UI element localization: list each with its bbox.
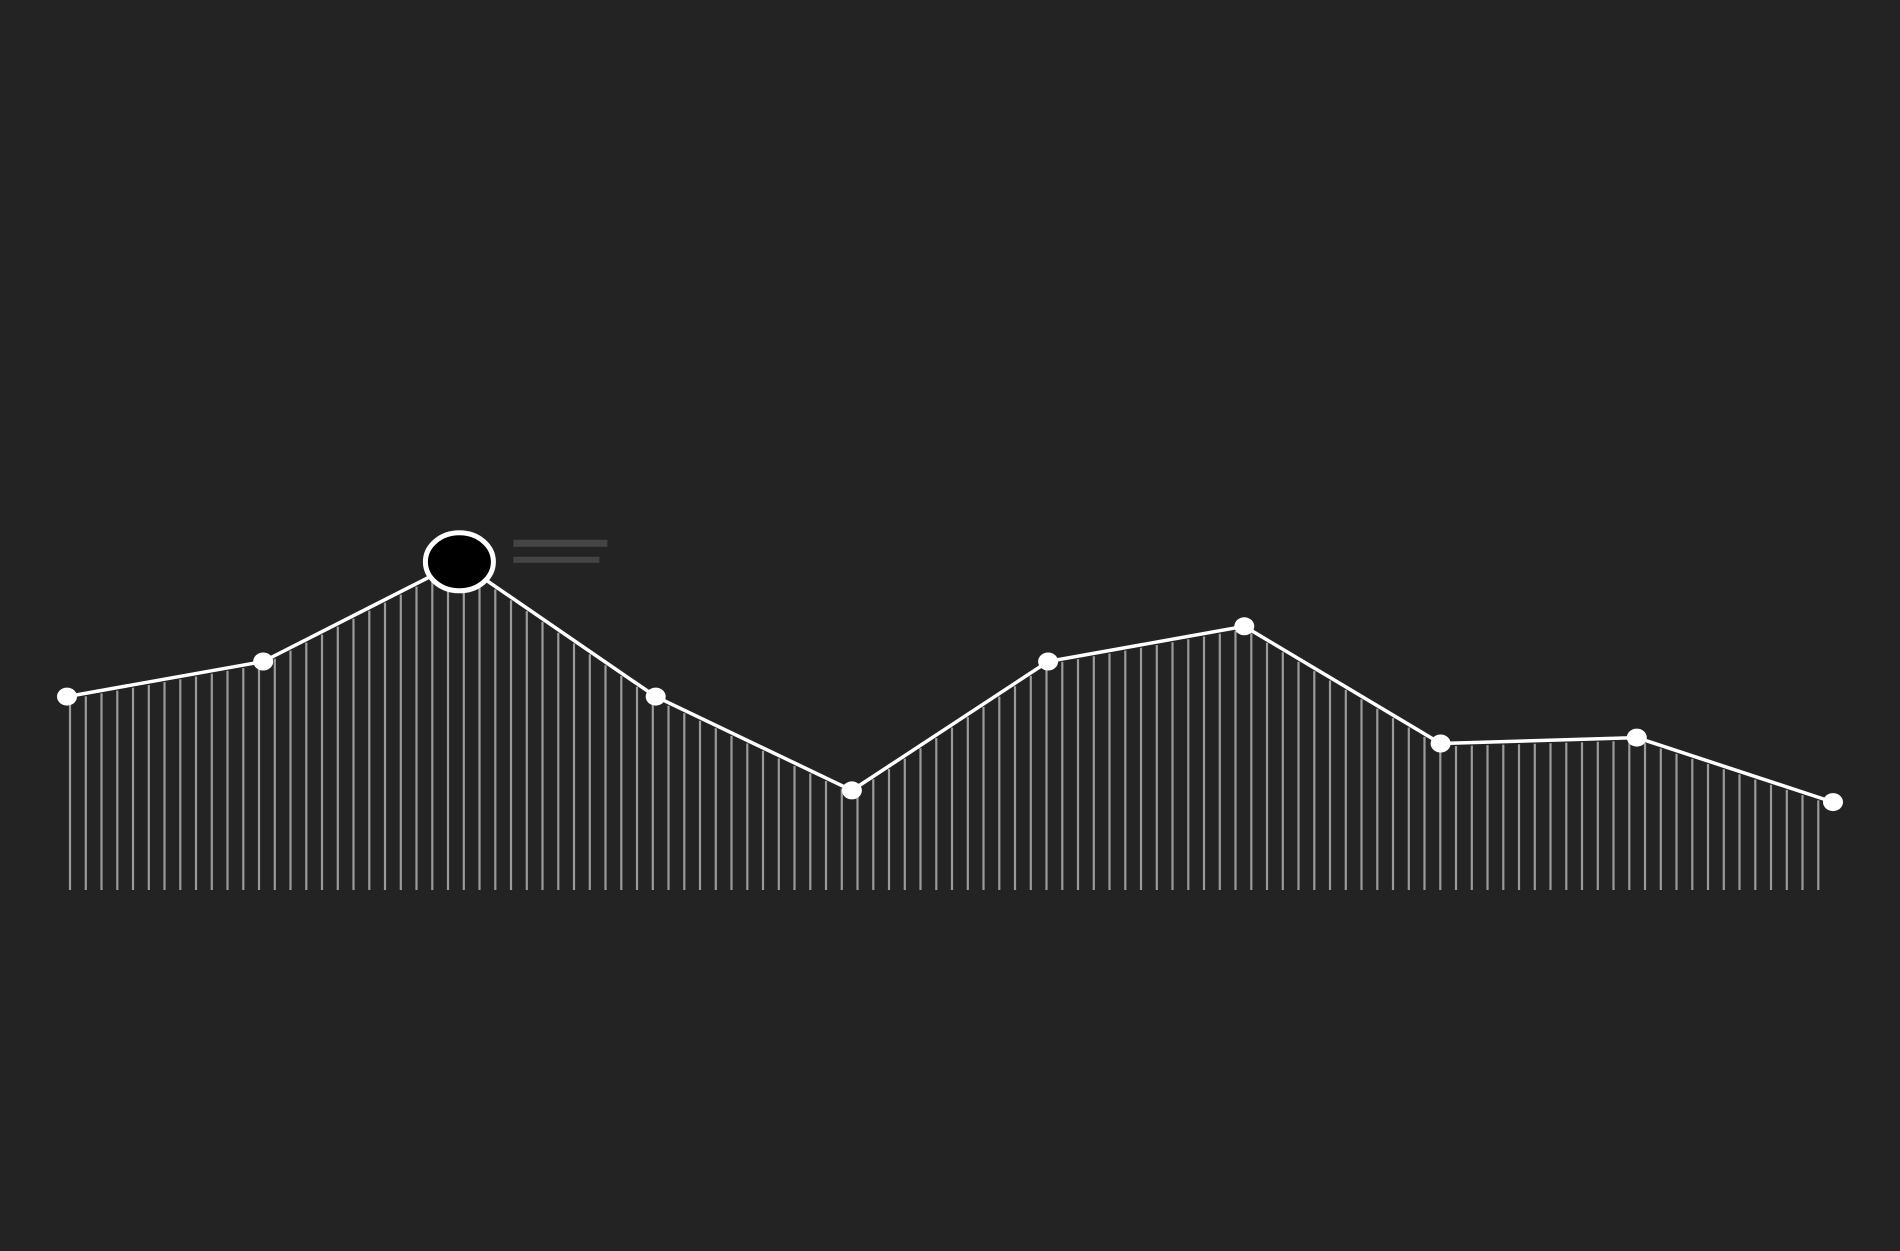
area-hatch-layer — [68, 567, 1820, 890]
tooltip-line-primary — [513, 539, 608, 547]
data-point[interactable] — [1823, 793, 1843, 812]
tooltip — [513, 539, 608, 563]
data-point[interactable] — [645, 687, 666, 706]
series-line-layer — [66, 560, 1834, 804]
data-point[interactable] — [1038, 652, 1059, 671]
data-points-layer — [57, 530, 1843, 812]
tooltip-line-secondary — [513, 556, 600, 563]
data-point[interactable] — [1430, 734, 1451, 753]
series-line — [66, 560, 1834, 804]
data-point[interactable] — [253, 652, 274, 671]
data-point[interactable] — [1234, 617, 1255, 636]
highlighted-data-point[interactable] — [422, 530, 496, 594]
data-point[interactable] — [1626, 728, 1647, 747]
data-point[interactable] — [57, 687, 77, 706]
data-point[interactable] — [841, 781, 862, 800]
